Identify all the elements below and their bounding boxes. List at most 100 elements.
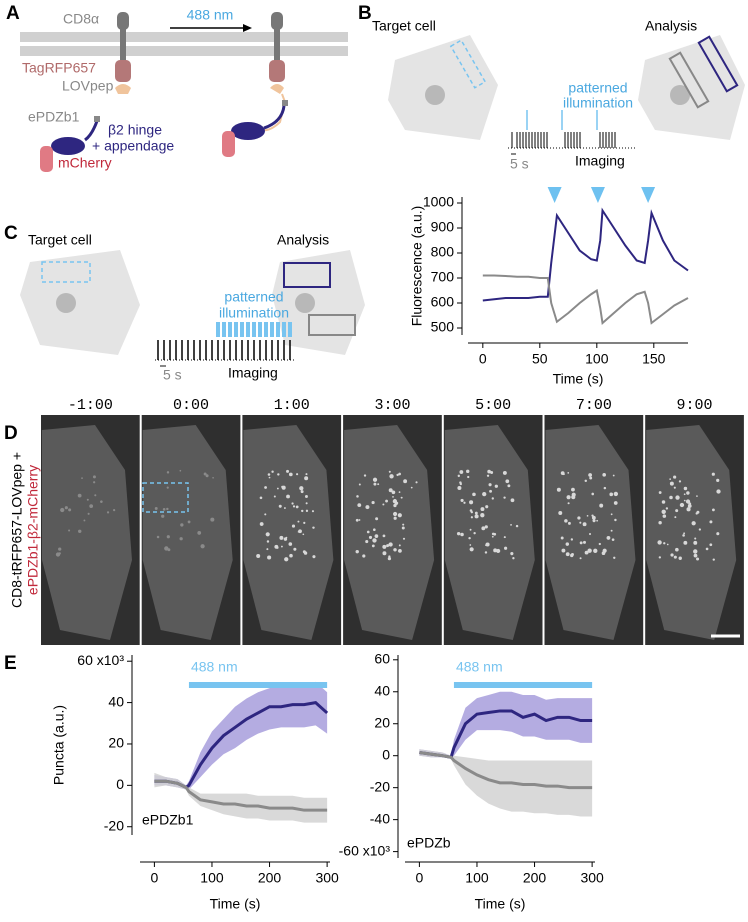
punctum	[166, 507, 169, 511]
x-tick-label: 150	[642, 351, 666, 367]
punctum	[485, 544, 487, 547]
y-tick-label: 600	[431, 294, 455, 310]
punctum	[365, 540, 369, 544]
punctum	[661, 500, 666, 504]
punctum	[686, 507, 691, 512]
illumination-marker	[590, 187, 605, 203]
stimulus-label: 488 nm	[456, 659, 503, 675]
punctum	[392, 496, 394, 498]
illumination-marker	[547, 187, 562, 203]
imaging-label: Imaging	[575, 153, 625, 169]
punctum	[698, 528, 702, 531]
y-tick-label: 20	[108, 735, 124, 751]
punctum	[305, 502, 308, 505]
punctum	[481, 526, 486, 531]
y-tick-label: -20	[104, 817, 124, 833]
punctum	[389, 474, 394, 479]
illum-bar	[216, 322, 220, 337]
punctum	[388, 488, 393, 493]
punctum	[373, 528, 376, 532]
punctum	[562, 473, 565, 476]
punctum	[583, 540, 586, 544]
punctum	[388, 542, 393, 547]
protein-label: mCherry	[58, 155, 112, 171]
punctum	[587, 548, 592, 553]
illum-bar	[222, 322, 226, 337]
punctum	[561, 548, 566, 553]
x-tick-label: 300	[580, 870, 604, 886]
punctum	[113, 508, 116, 512]
punctum	[669, 478, 671, 480]
punctum	[273, 495, 276, 498]
punctum	[374, 534, 379, 538]
punctum	[565, 542, 570, 546]
y-tick-label: 40	[374, 682, 390, 698]
punctum	[281, 485, 284, 489]
punctum	[398, 491, 401, 494]
punctum	[567, 502, 570, 505]
punctum	[286, 469, 290, 473]
cell-label: Analysis	[277, 232, 329, 248]
punctum	[162, 508, 166, 511]
punctum	[289, 553, 293, 558]
x-tick-label: 0	[150, 870, 158, 886]
illum-bar	[276, 322, 280, 337]
punctum	[268, 476, 271, 479]
punctum	[402, 523, 405, 526]
punctum	[284, 557, 289, 562]
punctum	[397, 513, 402, 518]
row-label: CD8-tRFP657-LOVpep +	[9, 452, 25, 608]
punctum	[609, 492, 614, 497]
punctum	[161, 514, 165, 518]
punctum	[382, 544, 387, 549]
cell-label: Target cell	[28, 232, 92, 248]
punctum	[712, 508, 715, 512]
punctum	[264, 486, 267, 489]
roi	[697, 35, 739, 93]
punctum	[662, 514, 667, 518]
punctum	[387, 557, 392, 561]
punctum	[716, 478, 720, 482]
punctum	[68, 508, 72, 512]
punctum	[491, 497, 494, 500]
punctum	[179, 469, 182, 472]
annotation: ePDZb	[407, 835, 451, 851]
punctum	[606, 536, 611, 540]
cell-image	[243, 425, 334, 640]
time-label: 0:00	[173, 397, 209, 414]
nucleus	[56, 293, 76, 313]
punctum	[166, 486, 169, 489]
punctum	[463, 501, 466, 504]
punctum	[277, 473, 280, 476]
punctum	[89, 504, 94, 509]
punctum	[401, 526, 405, 530]
nucleus	[425, 85, 445, 105]
punctum	[356, 495, 359, 498]
punctum	[457, 474, 460, 478]
illum-bar	[288, 322, 292, 337]
x-tick-label: 0	[479, 351, 487, 367]
cell-image	[142, 425, 233, 640]
punctum	[586, 514, 589, 517]
punctum	[402, 537, 406, 540]
illum-bar	[270, 322, 274, 337]
punctum	[265, 532, 270, 537]
y-tick-label: 1000	[423, 194, 454, 210]
punctum	[292, 505, 296, 508]
punctum	[301, 509, 304, 513]
punctum	[686, 491, 690, 495]
punctum	[613, 501, 618, 505]
x-tick-label: 100	[585, 351, 609, 367]
punctum	[305, 473, 308, 476]
punctum	[665, 507, 669, 510]
punctum	[271, 470, 274, 473]
y-tick-label: 60	[374, 650, 390, 666]
punctum	[669, 495, 673, 500]
punctum	[683, 532, 686, 535]
punctum	[296, 473, 299, 476]
punctum	[558, 511, 561, 514]
punctum	[709, 543, 713, 547]
punctum	[683, 493, 686, 496]
time-label: -1:00	[68, 397, 113, 414]
punctum	[283, 507, 286, 509]
